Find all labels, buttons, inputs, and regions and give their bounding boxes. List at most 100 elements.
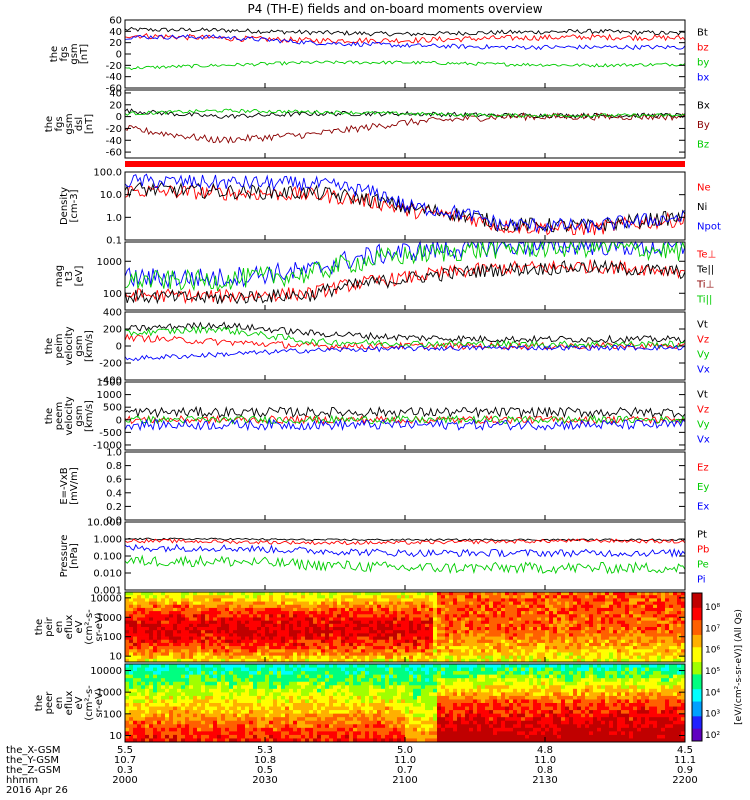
spectrogram-cell <box>281 720 286 725</box>
spectrogram-cell <box>157 646 162 650</box>
spectrogram-cell <box>373 636 378 641</box>
spectrogram-cell <box>377 658 382 663</box>
spectrogram-cell <box>269 630 274 634</box>
spectrogram-cell <box>417 655 422 660</box>
spectrogram-cell <box>481 604 486 609</box>
spectrogram-cell <box>197 652 202 657</box>
spectrogram-cell <box>361 592 366 596</box>
spectrogram-cell <box>133 630 138 634</box>
spectrogram-cell <box>357 655 362 660</box>
spectrogram-cell <box>257 642 262 647</box>
spectrogram-cell <box>569 627 574 631</box>
spectrogram-cell <box>553 658 558 663</box>
y-axis-label-line: [nPa] <box>69 543 80 569</box>
spectrogram-cell <box>161 658 166 663</box>
spectrogram-cell <box>613 611 618 615</box>
spectrogram-cell <box>425 595 430 599</box>
spectrogram-cell <box>345 607 350 612</box>
spectrogram-cell <box>305 655 310 660</box>
spectrogram-cell <box>333 674 338 679</box>
spectrogram-cell <box>241 633 246 637</box>
spectrogram-cell <box>597 623 602 628</box>
spectrogram-cell <box>181 685 186 690</box>
spectrogram-cell <box>217 706 222 711</box>
spectrogram-cell <box>181 703 186 707</box>
spectrogram-cell <box>153 655 158 660</box>
spectrogram-cell <box>133 717 138 722</box>
spectrogram-cell <box>125 598 130 602</box>
spectrogram-cell <box>537 607 542 612</box>
spectrogram-cell <box>209 724 214 729</box>
spectrogram-cell <box>333 614 338 618</box>
spectrogram-cell <box>165 667 170 672</box>
spectrogram-cell <box>469 655 474 660</box>
spectrogram-cell <box>245 678 250 683</box>
spectrogram-cell <box>517 636 522 641</box>
spectrogram-cell <box>613 627 618 631</box>
spectrogram-cell <box>317 649 322 653</box>
spectrogram-cell <box>213 646 218 650</box>
spectrogram-cell <box>409 642 414 647</box>
spectrogram-cell <box>421 601 426 606</box>
spectrogram-cell <box>149 620 154 625</box>
spectrogram-cell <box>577 649 582 653</box>
spectrogram-cell <box>273 627 278 631</box>
series-line-Bz <box>124 108 686 118</box>
spectrogram-cell <box>309 720 314 725</box>
spectrogram-cell <box>269 685 274 690</box>
spectrogram-cell <box>257 688 262 693</box>
spectrogram-cell <box>137 678 142 683</box>
spectrogram-cell <box>213 727 218 732</box>
spectrogram-cell <box>557 614 562 618</box>
spectrogram-cell <box>177 706 182 711</box>
spectrogram-cell <box>457 607 462 612</box>
spectrogram-cell <box>289 636 294 641</box>
spectrogram-cell <box>657 620 662 625</box>
spectrogram-cell <box>321 595 326 599</box>
spectrogram-cell <box>265 738 270 743</box>
spectrogram-cell <box>381 734 386 739</box>
y-axis-label: Pressure [nPa] <box>59 535 80 578</box>
spectrogram-cell <box>605 627 610 631</box>
spectrogram-cell <box>129 658 134 663</box>
spectrogram-cell <box>417 617 422 622</box>
spectrogram-cell <box>541 642 546 647</box>
spectrogram-cell <box>417 664 422 668</box>
spectrogram-cell <box>469 630 474 634</box>
spectrogram-cell <box>353 623 358 628</box>
spectrogram-cell <box>137 646 142 650</box>
spectrogram-cell <box>265 710 270 715</box>
spectrogram-cell <box>337 678 342 683</box>
spectrogram-cell <box>409 681 414 686</box>
spectrogram-cell <box>165 658 170 663</box>
spectrogram-cell <box>381 607 386 612</box>
spectrogram-cell <box>281 706 286 711</box>
spectrogram-cell <box>317 731 322 736</box>
spectrogram-cell <box>129 671 134 676</box>
spectrogram-cell <box>381 710 386 715</box>
spectrogram-cell <box>257 681 262 686</box>
spectrogram-cell <box>401 685 406 690</box>
spectrogram-cell <box>313 724 318 729</box>
spectrogram-cell <box>361 636 366 641</box>
legend-entry: Ez <box>697 463 709 474</box>
spectrogram-cell <box>417 620 422 625</box>
spectrogram-cell <box>513 620 518 625</box>
spectrogram-cell <box>621 633 626 637</box>
spectrogram-cell <box>397 717 402 722</box>
spectrogram-cell <box>285 655 290 660</box>
spectrogram-cell <box>421 633 426 637</box>
spectrogram-cell <box>293 724 298 729</box>
spectrogram-cell <box>565 630 570 634</box>
spectrogram-cell <box>145 649 150 653</box>
spectrogram-cell <box>353 692 358 697</box>
spectrogram-cell <box>561 646 566 650</box>
spectrogram-cell <box>365 734 370 739</box>
spectrogram-cell <box>369 699 374 704</box>
spectrogram-cell <box>157 671 162 676</box>
spectrogram-cell <box>325 617 330 622</box>
spectrogram-cell <box>177 731 182 736</box>
legend-entry: Vz <box>697 334 709 345</box>
spectrogram-cell <box>337 692 342 697</box>
spectrogram-cell <box>361 695 366 700</box>
